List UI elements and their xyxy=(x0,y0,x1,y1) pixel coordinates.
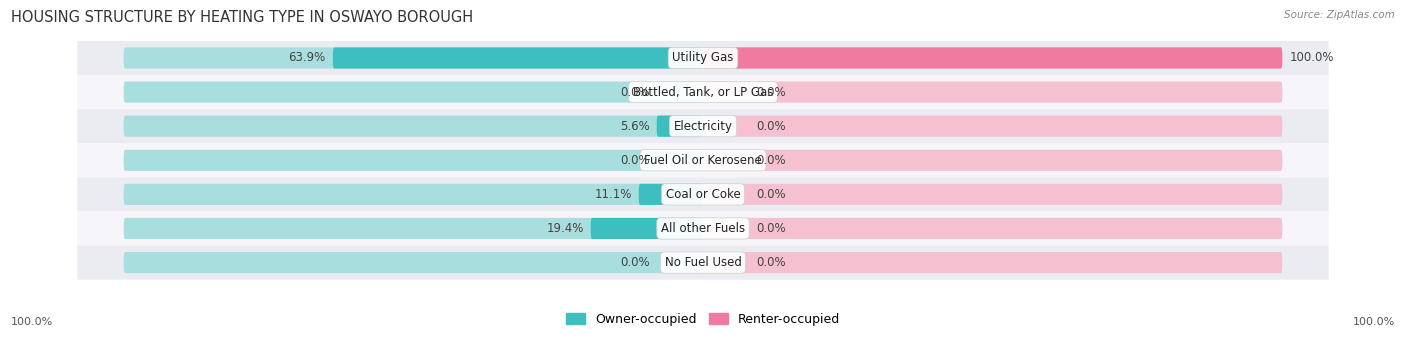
FancyBboxPatch shape xyxy=(703,150,1282,171)
Text: All other Fuels: All other Fuels xyxy=(661,222,745,235)
Text: 100.0%: 100.0% xyxy=(1289,51,1334,64)
FancyBboxPatch shape xyxy=(77,41,1329,75)
Text: 63.9%: 63.9% xyxy=(288,51,326,64)
FancyBboxPatch shape xyxy=(124,218,703,239)
FancyBboxPatch shape xyxy=(124,150,703,171)
FancyBboxPatch shape xyxy=(333,47,703,69)
Text: Coal or Coke: Coal or Coke xyxy=(665,188,741,201)
Text: 0.0%: 0.0% xyxy=(756,86,786,99)
FancyBboxPatch shape xyxy=(77,211,1329,246)
Text: 0.0%: 0.0% xyxy=(620,256,650,269)
Text: Source: ZipAtlas.com: Source: ZipAtlas.com xyxy=(1284,10,1395,20)
FancyBboxPatch shape xyxy=(124,184,703,205)
Text: 100.0%: 100.0% xyxy=(11,317,53,327)
Text: 0.0%: 0.0% xyxy=(756,256,786,269)
Text: HOUSING STRUCTURE BY HEATING TYPE IN OSWAYO BOROUGH: HOUSING STRUCTURE BY HEATING TYPE IN OSW… xyxy=(11,10,474,25)
FancyBboxPatch shape xyxy=(703,184,1282,205)
Text: 0.0%: 0.0% xyxy=(756,120,786,133)
FancyBboxPatch shape xyxy=(77,143,1329,177)
Text: Utility Gas: Utility Gas xyxy=(672,51,734,64)
Text: Fuel Oil or Kerosene: Fuel Oil or Kerosene xyxy=(644,154,762,167)
FancyBboxPatch shape xyxy=(657,116,703,137)
Text: Electricity: Electricity xyxy=(673,120,733,133)
FancyBboxPatch shape xyxy=(703,116,1282,137)
Text: 19.4%: 19.4% xyxy=(547,222,583,235)
Text: No Fuel Used: No Fuel Used xyxy=(665,256,741,269)
Text: 0.0%: 0.0% xyxy=(756,188,786,201)
FancyBboxPatch shape xyxy=(591,218,703,239)
FancyBboxPatch shape xyxy=(77,109,1329,143)
FancyBboxPatch shape xyxy=(77,246,1329,280)
Text: Bottled, Tank, or LP Gas: Bottled, Tank, or LP Gas xyxy=(633,86,773,99)
FancyBboxPatch shape xyxy=(124,81,703,103)
Text: 100.0%: 100.0% xyxy=(1353,317,1395,327)
FancyBboxPatch shape xyxy=(77,75,1329,109)
FancyBboxPatch shape xyxy=(703,81,1282,103)
FancyBboxPatch shape xyxy=(703,218,1282,239)
Legend: Owner-occupied, Renter-occupied: Owner-occupied, Renter-occupied xyxy=(567,313,839,326)
FancyBboxPatch shape xyxy=(638,184,703,205)
Text: 0.0%: 0.0% xyxy=(620,86,650,99)
FancyBboxPatch shape xyxy=(703,47,1282,69)
FancyBboxPatch shape xyxy=(703,47,1282,69)
FancyBboxPatch shape xyxy=(124,47,703,69)
FancyBboxPatch shape xyxy=(124,116,703,137)
FancyBboxPatch shape xyxy=(77,177,1329,211)
Text: 0.0%: 0.0% xyxy=(620,154,650,167)
FancyBboxPatch shape xyxy=(703,252,1282,273)
FancyBboxPatch shape xyxy=(124,252,703,273)
Text: 5.6%: 5.6% xyxy=(620,120,650,133)
Text: 0.0%: 0.0% xyxy=(756,154,786,167)
Text: 0.0%: 0.0% xyxy=(756,222,786,235)
Text: 11.1%: 11.1% xyxy=(595,188,631,201)
